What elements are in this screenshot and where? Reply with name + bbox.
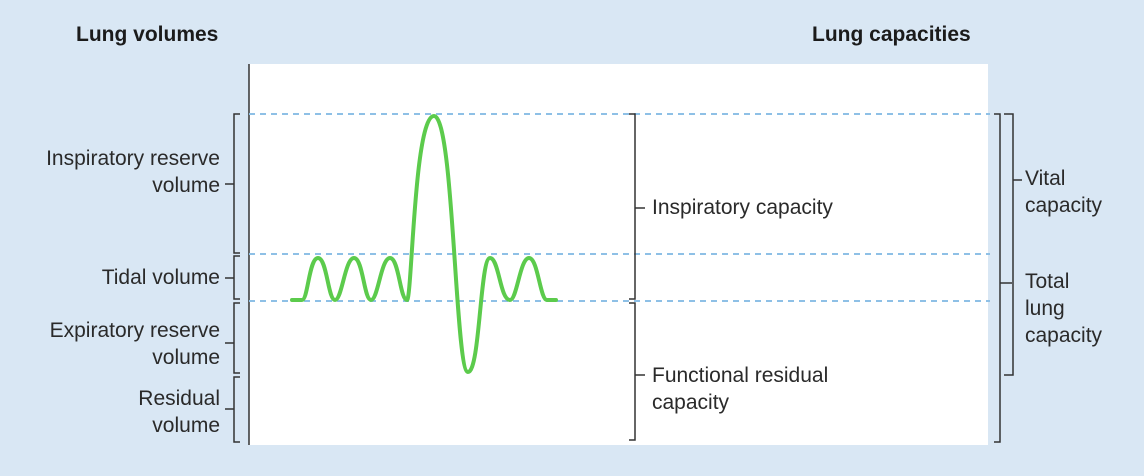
label-inspiratory-reserve-volume: Inspiratory reserve volume	[46, 147, 220, 197]
bracket-inspiratory-reserve	[233, 113, 240, 254]
bracket-functional-residual	[629, 302, 636, 441]
label-residual-volume: Residual volume	[138, 387, 220, 437]
volume-brackets	[225, 113, 240, 443]
outer-brackets	[994, 113, 1022, 443]
label-inspiratory-capacity: Inspiratory capacity	[652, 196, 833, 219]
bracket-expiratory-reserve	[233, 302, 240, 374]
capacity-brackets	[629, 113, 645, 441]
label-tidal-volume: Tidal volume	[101, 266, 220, 289]
bracket-total-lung-capacity	[994, 113, 1001, 443]
lung-capacities-heading: Lung capacities	[812, 23, 971, 46]
label-expiratory-reserve-volume: Expiratory reserve volume	[49, 319, 220, 369]
bracket-tidal	[233, 255, 240, 300]
bracket-vital-capacity	[1004, 113, 1014, 376]
lung-volumes-heading: Lung volumes	[76, 23, 219, 46]
label-total-lung-capacity: Total lung capacity	[1025, 270, 1103, 347]
label-functional-residual-capacity: Functional residual capacity	[652, 364, 829, 414]
bracket-residual	[233, 376, 240, 443]
bracket-inspiratory-capacity	[629, 113, 636, 300]
label-vital-capacity: Vital capacity	[1025, 167, 1103, 217]
spirometry-trace	[290, 114, 558, 374]
